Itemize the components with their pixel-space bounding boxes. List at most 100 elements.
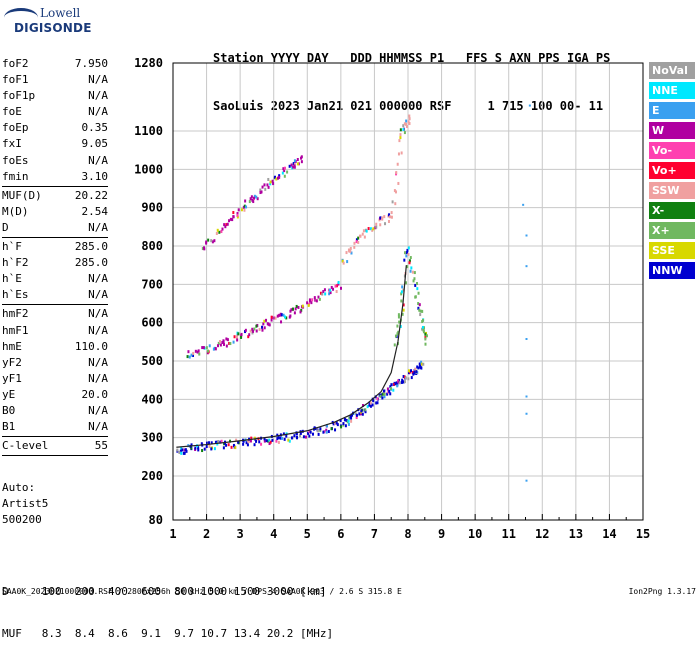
x-tick-label: 5	[304, 527, 311, 541]
echo-mark	[287, 438, 290, 442]
echo-mark	[386, 387, 389, 391]
echo-mark	[285, 434, 288, 438]
echo-mark	[383, 392, 386, 396]
echo-mark	[347, 422, 350, 426]
echo-mark	[342, 422, 345, 426]
echo-mark	[371, 403, 374, 407]
echo-mark	[213, 447, 216, 451]
echo-mark	[327, 430, 330, 434]
echo-mark	[361, 232, 364, 236]
file-info-footer: SAA0K_2023021000000.RSF / 280fx256h 50 k…	[2, 587, 402, 596]
y-tick-label: 600	[141, 316, 163, 330]
echo-mark	[417, 291, 420, 295]
param-row: hmF1 N/A	[2, 323, 108, 339]
x-tick-label: 6	[337, 527, 344, 541]
echo-mark	[360, 409, 363, 413]
echo-mark	[255, 195, 258, 199]
echo-mark	[407, 369, 410, 373]
param-name: h`Es	[2, 288, 29, 302]
param-name: fmin	[2, 169, 29, 183]
echo-mark	[253, 196, 256, 200]
echo-mark	[283, 174, 286, 178]
echo-mark	[253, 194, 256, 198]
param-name: foF1p	[2, 89, 36, 103]
echo-mark	[253, 443, 256, 447]
echo-mark	[407, 377, 410, 381]
echo-mark	[233, 335, 236, 339]
param-value: 0.35	[81, 121, 109, 135]
echo-mark	[243, 208, 246, 212]
echo-mark	[286, 170, 289, 174]
param-separator	[2, 436, 108, 438]
echo-mark	[410, 369, 413, 373]
echo-mark	[389, 392, 392, 396]
echo-mark	[242, 442, 245, 446]
echo-mark	[207, 238, 210, 242]
echo-mark	[278, 174, 281, 178]
y-tick-label: 300	[141, 431, 163, 445]
echo-mark	[197, 446, 200, 450]
echo-mark	[369, 404, 372, 408]
echo-mark	[201, 247, 204, 251]
echo-mark	[225, 223, 228, 227]
param-name: yF1	[2, 371, 22, 385]
echo-mark	[316, 429, 319, 433]
echo-mark	[256, 197, 259, 201]
echo-mark	[263, 326, 266, 330]
echo-mark	[382, 389, 385, 393]
echo-mark	[365, 229, 368, 233]
echo-mark	[277, 436, 280, 440]
echo-mark	[359, 412, 362, 416]
echo-mark	[397, 330, 400, 334]
echo-mark	[417, 302, 420, 306]
echo-mark	[395, 381, 398, 385]
echo-mark	[325, 423, 328, 427]
echo-mark	[424, 342, 427, 346]
param-name: MUF(D)	[2, 188, 42, 202]
auto-code: 500200	[2, 513, 42, 526]
echo-mark	[222, 446, 225, 450]
legend-item: W	[649, 122, 695, 139]
param-separator	[2, 185, 108, 187]
echo-mark	[246, 443, 249, 447]
param-name: yF2	[2, 355, 22, 369]
echo-mark	[221, 340, 224, 344]
echo-mark	[290, 436, 293, 440]
param-value: N/A	[88, 288, 108, 302]
echo-mark	[418, 308, 421, 312]
echo-mark	[268, 442, 271, 446]
param-name: D	[2, 220, 9, 234]
param-value: 55	[94, 439, 108, 453]
echo-mark	[205, 441, 208, 445]
muf-distance-row: D 100 200 400 600 800 1000 1500 3000 [km…	[2, 585, 327, 598]
echo-mark	[379, 216, 382, 220]
echo-mark	[325, 428, 328, 432]
echo-mark	[397, 181, 400, 185]
y-tick-label: 80	[149, 513, 163, 527]
echo-mark	[197, 448, 200, 452]
parameter-panel: foF2 7.950 foF1 N/A foF1p N/A foE N/A foEp 0.35 fx…	[2, 56, 108, 457]
echo-mark	[400, 292, 403, 296]
echo-mark	[357, 240, 360, 244]
echo-mark	[276, 314, 279, 318]
echo-mark	[279, 436, 282, 440]
echo-mark	[345, 419, 348, 423]
param-row: foF1 N/A	[2, 72, 108, 88]
echo-mark	[176, 448, 179, 452]
echo-mark	[412, 279, 415, 283]
echo-mark	[407, 371, 410, 375]
x-tick-label: 7	[371, 527, 378, 541]
echo-mark	[197, 349, 200, 353]
echo-mark	[324, 292, 327, 296]
echo-mark	[275, 177, 278, 181]
echo-mark	[422, 318, 425, 322]
echo-mark	[188, 355, 191, 359]
echo-mark	[289, 309, 292, 313]
echo-mark	[227, 443, 230, 447]
lowell-digisonde-logo: Lowell DIGISONDE	[2, 6, 91, 40]
echo-mark	[379, 223, 382, 227]
param-name: hmE	[2, 339, 22, 353]
echo-mark	[319, 291, 322, 295]
echo-mark	[418, 303, 421, 307]
echo-mark	[263, 437, 266, 441]
